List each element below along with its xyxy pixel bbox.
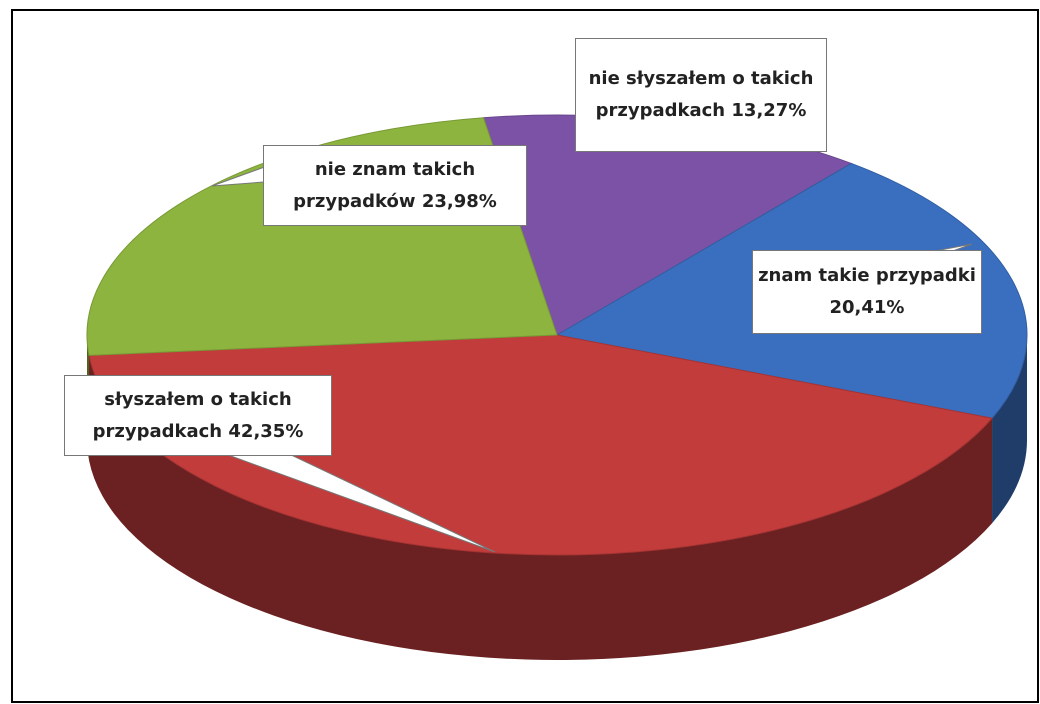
slice-name: nie słyszałem o takich przypadkach — [588, 68, 814, 121]
value-label: 42,35% — [228, 420, 304, 442]
slice-name: znam takie przypadki — [758, 265, 976, 286]
value-label: 23,98% — [421, 190, 497, 212]
callout: nie słyszałem o takich przypadkach 13,27… — [575, 38, 827, 152]
value-label: 13,27% — [731, 100, 807, 121]
callout: nie znam takich przypadków 23,98% — [263, 145, 527, 226]
value-label: 20,41% — [829, 297, 905, 318]
slice-name: słyszałem o takich przypadkach — [92, 388, 292, 442]
slice-name: nie znam takich przypadków — [293, 158, 476, 212]
callout: znam takie przypadki 20,41% — [752, 250, 982, 334]
callout: słyszałem o takich przypadkach 42,35% — [64, 375, 332, 456]
slice-side — [89, 355, 993, 660]
slice-side — [992, 335, 1027, 524]
frame — [11, 9, 1039, 703]
